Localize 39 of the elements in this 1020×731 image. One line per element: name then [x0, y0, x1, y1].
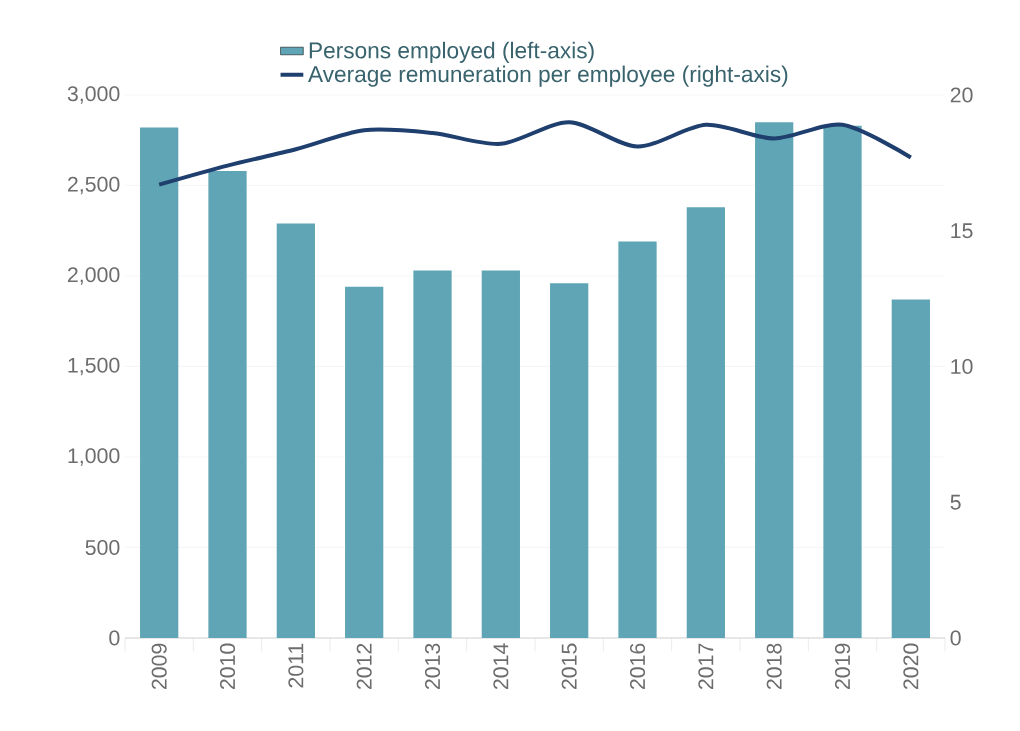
y-tick-label: 0 [109, 630, 120, 646]
bar [891, 299, 930, 638]
x-tick-label: 2016 [629, 643, 646, 690]
x-tick-label: 2011 [288, 643, 304, 688]
x-tick-label: 2010 [219, 643, 236, 690]
x-tick-label: 2013 [424, 643, 441, 690]
y-tick-label: 1,500 [68, 357, 120, 376]
bar [276, 223, 315, 638]
x-tick-label: 2014 [493, 643, 509, 690]
y-tick-label: 1,000 [68, 448, 120, 466]
bar [345, 286, 384, 638]
x-tick-label: 2009 [151, 643, 167, 690]
y-tick-label: 2,000 [67, 267, 120, 285]
bar [208, 171, 247, 638]
bar [140, 127, 179, 638]
x-tick-label: 2017 [698, 643, 714, 690]
x-tick-label: 2020 [903, 643, 919, 690]
y2-tick-label: 0 [950, 630, 961, 646]
bar [413, 270, 452, 638]
y2-tick-label: 20 [950, 87, 973, 103]
bar [618, 241, 657, 638]
x-tick-label: 2015 [561, 643, 577, 690]
bar [686, 207, 725, 638]
y2-tick-label: 5 [950, 494, 961, 510]
y-tick-label: 500 [85, 539, 120, 556]
bar [823, 125, 862, 638]
legend-label: Persons employed (left-axis) [309, 41, 594, 63]
bar [481, 270, 520, 638]
y-tick-label: 2,500 [67, 176, 120, 195]
y-tick-label: 3,000 [67, 86, 120, 104]
x-tick-label: 2012 [356, 643, 372, 690]
x-tick-label: 2019 [834, 643, 851, 690]
y2-tick-label: 10 [951, 358, 973, 375]
y2-tick-label: 15 [951, 223, 973, 239]
bar [550, 283, 589, 638]
bar [755, 122, 794, 638]
x-tick-label: 2018 [766, 643, 782, 690]
legend-label: Average remuneration per employee (right-axis) [308, 65, 788, 87]
line-series [157, 120, 913, 187]
